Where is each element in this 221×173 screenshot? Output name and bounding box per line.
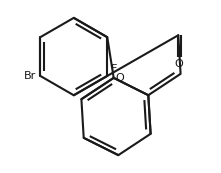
Text: O: O xyxy=(175,59,183,69)
Text: F: F xyxy=(110,64,117,74)
Text: Br: Br xyxy=(24,71,36,81)
Text: O: O xyxy=(116,73,125,83)
